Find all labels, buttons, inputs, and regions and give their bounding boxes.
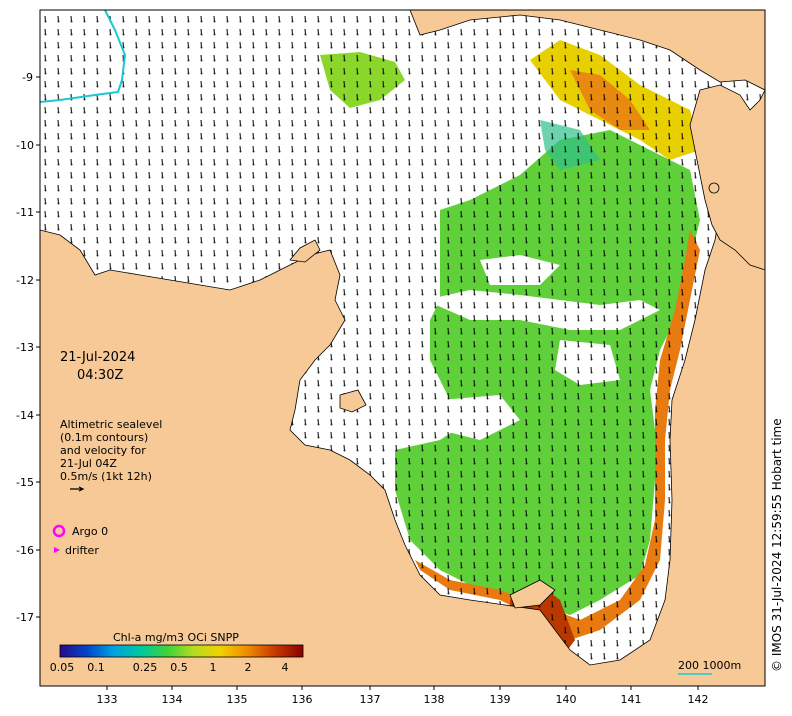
lat-label: -12 [16,274,34,287]
scale-label: 200 1000m [678,659,741,672]
map-date: 21-Jul-2024 [60,350,135,365]
colorbar [59,644,304,658]
imos-credit: © IMOS 31-Jul-2024 12:59:55 Hobart time [770,418,784,672]
lat-label: -14 [16,409,34,422]
argo-marker-icon [52,524,66,538]
land-png [409,10,765,91]
colorbar-tick: 4 [282,661,289,674]
colorbar-ticks: 0.05 0.1 0.25 0.5 1 2 4 [50,661,289,674]
lat-label: -10 [16,139,34,152]
lon-label: 139 [490,693,511,706]
lon-label: 135 [227,693,248,706]
lat-label: -16 [16,544,34,557]
lon-label: 137 [360,693,381,706]
colorbar-tick: 0.5 [170,661,188,674]
lon-labels: 133 134 135 136 137 138 139 140 141 142 [97,693,709,706]
land-west [40,159,765,686]
map-time: 04:30Z [77,368,123,383]
altimetry-notes: Altimetric sealevel (0.1m contours) and … [60,418,162,483]
lat-label: -9 [22,71,33,84]
lat-labels: -9 -10 -11 -12 -13 -14 -15 -16 -17 [16,71,34,624]
lat-label: -15 [16,476,34,489]
colorbar-tick: 0.05 [50,661,75,674]
land-wessel [289,239,321,263]
lon-label: 138 [424,693,445,706]
colorbar-tick: 0.25 [133,661,158,674]
colorbar-tick: 1 [210,661,217,674]
colorbar-tick: 2 [245,661,252,674]
lon-label: 141 [621,693,642,706]
lat-tick-marks [36,76,40,618]
altimetry-note-line: 0.5m/s (1kt 12h) [60,470,152,483]
drifter-label: drifter [65,544,99,557]
lon-label: 136 [292,693,313,706]
altimetry-note-line: (0.1m contours) [60,431,148,444]
lat-label: -17 [16,611,34,624]
drifter-marker-icon [54,547,60,553]
altimetry-note-line: and velocity for [60,444,146,457]
altimetry-note-line: Altimetric sealevel [60,418,162,431]
lon-label: 140 [556,693,577,706]
lon-label: 133 [97,693,118,706]
lon-tick-marks [106,686,699,690]
land-mornington [509,579,556,609]
lat-label: -13 [16,341,34,354]
argo-label: Argo 0 [72,525,108,538]
land-cape-york [689,84,765,271]
lon-label: 142 [688,693,709,706]
altimetry-note-line: 21-Jul 04Z [60,457,117,470]
map-frame [39,9,766,687]
eez-boundary [40,10,127,103]
reference-arrow-icon [70,486,85,492]
land-groote [339,389,367,413]
colorbar-tick: 0.1 [87,661,105,674]
colorbar-title: Chl-a mg/m3 OCi SNPP [113,631,239,644]
lat-label: -11 [16,206,34,219]
island-torres [708,182,720,194]
lon-label: 134 [162,693,183,706]
